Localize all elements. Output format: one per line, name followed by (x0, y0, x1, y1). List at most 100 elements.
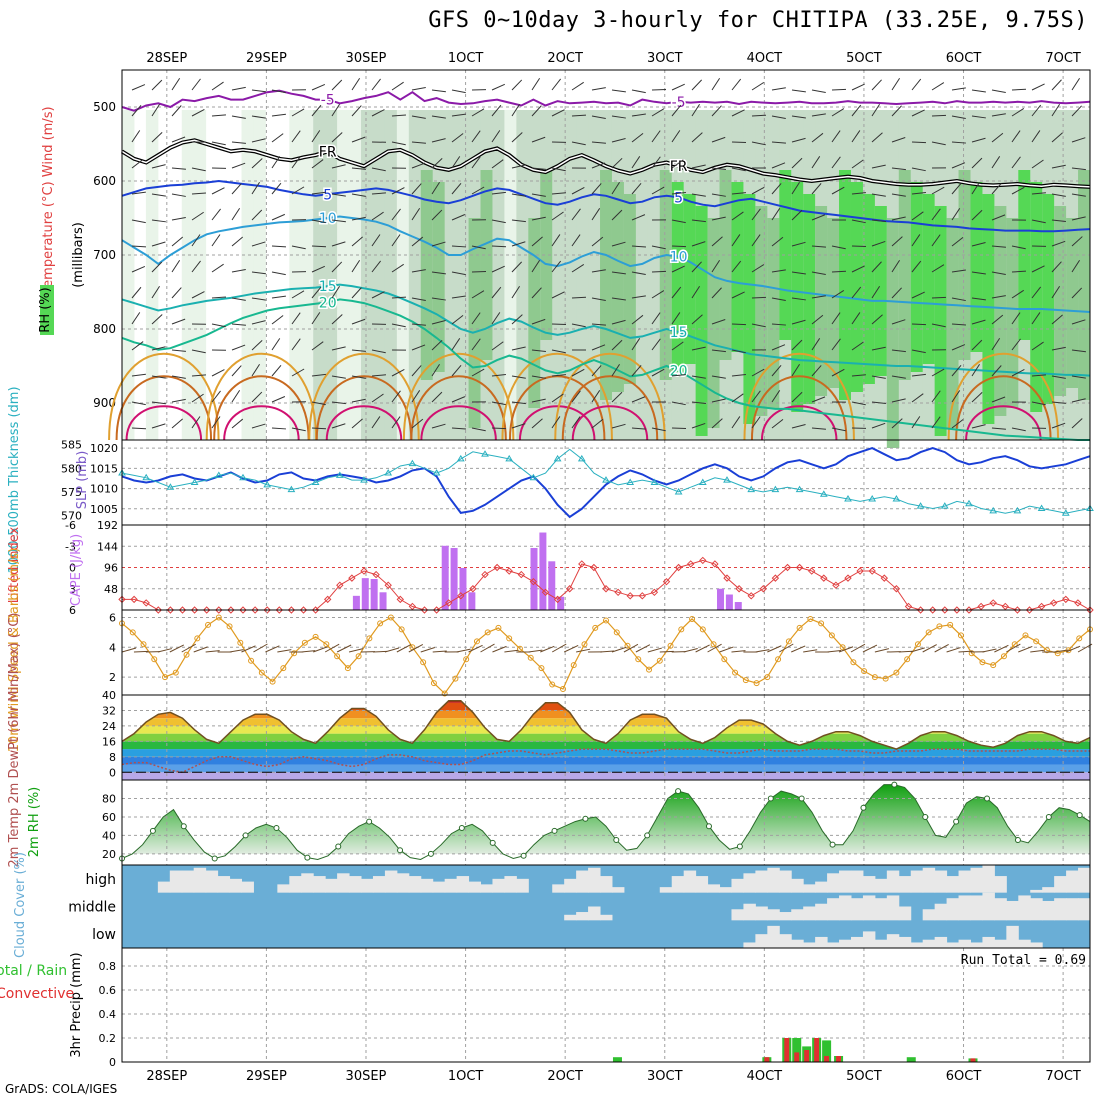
wind-barb (811, 132, 824, 143)
warm-isotherm (501, 352, 613, 441)
wind-barb (531, 216, 546, 221)
wind-speed-marker (678, 626, 685, 633)
wind-barb (391, 208, 401, 221)
wind-barb (431, 391, 443, 403)
cape-bar (441, 545, 449, 610)
wind-barb (591, 183, 602, 195)
cloud-level-label: low (92, 927, 116, 943)
wind-barb (771, 162, 786, 169)
cloud-cell (743, 873, 756, 893)
wind-barb (331, 193, 346, 197)
wind-barb (931, 141, 946, 146)
warm-isotherm (213, 375, 310, 441)
rh-marker (1045, 813, 1052, 820)
wind-barb (811, 427, 826, 430)
li-marker (444, 599, 453, 607)
wind-speed-marker (205, 621, 212, 628)
wind-barb (531, 105, 542, 117)
wind-speed-marker (957, 632, 964, 639)
wind-speed-marker (818, 620, 825, 627)
temp-color-band (122, 702, 1090, 711)
cloud-cell (970, 942, 983, 948)
warm-isotherm (115, 375, 213, 441)
isotherm-label: 5 (323, 187, 332, 203)
thickness-marker (384, 469, 393, 476)
thickness-tick-label: 585 (61, 439, 82, 452)
temp-color-band (122, 764, 1090, 773)
rh-marker (798, 795, 805, 802)
wind-barb (531, 167, 546, 170)
wind-barb (591, 208, 601, 221)
wind-barb (311, 286, 322, 299)
precip-convective-bar (836, 1056, 842, 1062)
wind-barb (351, 418, 363, 429)
wind-barb (711, 375, 726, 379)
cloud-cell (994, 876, 1007, 893)
wind-barb (471, 108, 485, 117)
wind-barb (191, 393, 204, 403)
wind-barb (1071, 167, 1086, 171)
li-marker (674, 563, 683, 572)
warm-isotherm (571, 405, 649, 441)
wind-speed-marker (377, 620, 384, 627)
wind-barb (751, 323, 766, 328)
wind-barb (951, 390, 961, 403)
thickness-marker (674, 487, 683, 495)
wind-barb (651, 88, 667, 91)
wind-barb (811, 365, 822, 377)
cloud-cell (600, 876, 613, 893)
rh-marker (736, 843, 743, 850)
cloud-cell (803, 942, 816, 948)
wind-barb (771, 344, 786, 351)
wind-barb (451, 133, 464, 143)
temp-tick-label: 16 (102, 735, 116, 748)
li-marker (723, 574, 731, 582)
precip-total-bar (906, 1057, 916, 1062)
wind-barb (1031, 341, 1044, 351)
wind-barb (1071, 77, 1081, 91)
wind-barb (731, 78, 742, 91)
li-marker (735, 585, 743, 593)
surface-wind-barb (1018, 645, 1033, 653)
wind-barb (671, 219, 686, 224)
li-marker (916, 606, 925, 614)
surface-wind-barb (169, 644, 185, 653)
rh-shade-cell (755, 206, 768, 416)
li-marker (130, 595, 138, 604)
cloud-cell (181, 870, 195, 893)
cloud-cell (791, 909, 804, 921)
wind-barb (551, 167, 566, 172)
wind-barb (311, 83, 326, 91)
wind-barb (251, 363, 260, 377)
wind-barb (631, 214, 646, 221)
rh-shade-cell (623, 194, 637, 384)
wind-barb (331, 219, 346, 223)
li-marker (178, 606, 187, 614)
wind-speed-marker (635, 656, 642, 663)
slp-tick-label: 1015 (90, 462, 118, 475)
wind-barb (991, 365, 1002, 377)
wind-barb (1031, 83, 1045, 91)
wind-barb (451, 315, 464, 325)
rh-shade-cell (241, 110, 254, 440)
li-marker (662, 577, 671, 586)
wind-barb (711, 167, 726, 171)
wind-barb (711, 236, 723, 247)
li-marker (747, 592, 755, 600)
wind-barb (531, 398, 546, 403)
wind-barb (371, 192, 386, 195)
li-marker (699, 556, 707, 565)
cape-bar (361, 578, 369, 610)
wind-barb (291, 156, 301, 169)
wind-barb (1051, 103, 1061, 117)
wind-barb (331, 346, 346, 351)
wind-barb (511, 219, 526, 223)
wind-barb (171, 398, 186, 403)
wind-barb (1051, 261, 1062, 273)
wind-barb (551, 234, 561, 247)
wind-barb (831, 427, 846, 432)
wind-barb (231, 115, 246, 119)
wind-speed-marker (925, 629, 932, 636)
cloud-cell (779, 934, 792, 948)
wind-speed-marker (237, 639, 244, 646)
